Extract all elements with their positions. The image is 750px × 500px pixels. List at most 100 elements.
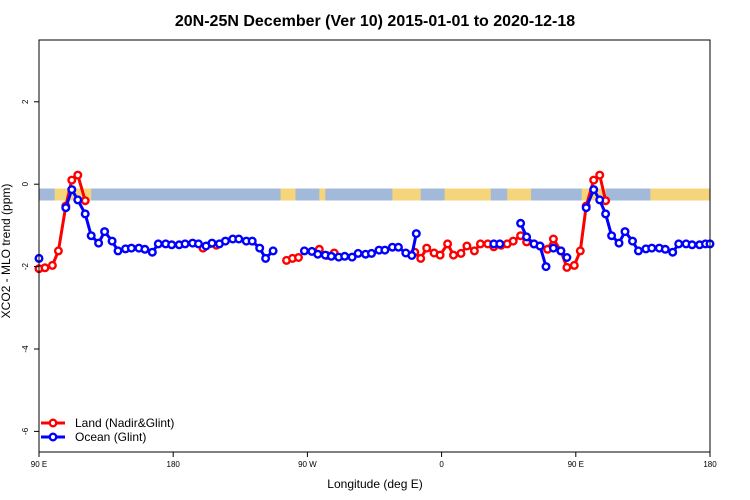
data-point (86, 231, 96, 241)
data-point (73, 170, 83, 180)
legend-label: Ocean (Glint) (75, 430, 146, 444)
data-point (380, 245, 390, 255)
land-band-segment (319, 188, 326, 201)
data-point (247, 236, 257, 246)
y-axis: -6 -4 -2 0 2 (21, 99, 39, 435)
data-point (67, 175, 77, 185)
data-point (443, 239, 453, 249)
data-point (674, 239, 684, 249)
data-point (180, 239, 190, 249)
data-point (261, 253, 271, 263)
x-axis: 90 E 180 90 W 0 90 E 180 (31, 452, 717, 469)
legend-swatch-marker (48, 418, 58, 428)
data-point (393, 242, 403, 252)
data-point (535, 241, 545, 251)
data-point (153, 239, 163, 249)
data-point (620, 227, 630, 237)
x-tick-label: 180 (703, 460, 717, 469)
data-point (614, 238, 624, 248)
data-point (569, 260, 579, 270)
data-point (422, 243, 432, 253)
data-point (193, 239, 203, 249)
data-point (147, 247, 157, 257)
data-point (80, 209, 90, 219)
data-point (113, 246, 123, 256)
data-point (449, 250, 459, 260)
y-axis-label: XCO2 - MLO trend (ppm) (0, 184, 13, 319)
legend-label: Land (Nadir&Glint) (75, 416, 174, 430)
data-point (541, 262, 551, 272)
plot-frame (38, 39, 711, 453)
data-point (595, 195, 605, 205)
data-point (581, 203, 591, 213)
x-tick-label: 90 E (31, 460, 47, 469)
data-point (255, 243, 265, 253)
x-tick-label: 0 (439, 460, 444, 469)
data-point (495, 239, 505, 249)
y-tick-label: -2 (21, 262, 30, 270)
data-point (589, 175, 599, 185)
data-point (562, 252, 572, 262)
data-point (47, 260, 57, 270)
data-point (668, 247, 678, 257)
data-point (61, 203, 71, 213)
data-point (589, 185, 599, 195)
x-tick-label: 180 (167, 460, 181, 469)
data-point (607, 231, 617, 241)
data-point (548, 243, 558, 253)
data-point (353, 248, 363, 258)
data-point (548, 234, 558, 244)
data-point (595, 170, 605, 180)
x-tick-label: 90 E (568, 460, 584, 469)
data-point (126, 243, 136, 253)
legend: Land (Nadir&Glint)Ocean (Glint) (41, 416, 174, 444)
series-layer (34, 170, 715, 274)
data-point (516, 218, 526, 228)
data-point (100, 227, 110, 237)
land-band-segment (650, 188, 710, 201)
data-point (456, 248, 466, 258)
land-band-segment (280, 188, 296, 201)
data-point (367, 248, 377, 258)
data-point (67, 185, 77, 195)
data-point (167, 240, 177, 250)
x-axis-label: Longitude (deg E) (327, 477, 422, 491)
data-point (628, 236, 638, 246)
data-point (556, 246, 566, 256)
data-point (660, 244, 670, 254)
data-point (53, 246, 63, 256)
data-point (80, 196, 90, 206)
data-point (140, 244, 150, 254)
legend-item: Ocean (Glint) (41, 430, 146, 444)
data-point (562, 262, 572, 272)
data-point (508, 236, 518, 246)
x-tick-label: 90 W (298, 460, 317, 469)
data-point (575, 246, 585, 256)
data-point (462, 241, 472, 251)
data-point (326, 251, 336, 261)
data-point (207, 238, 217, 248)
data-point (647, 243, 657, 253)
data-point (416, 253, 426, 263)
data-point (107, 236, 117, 246)
land-band-segment (392, 188, 421, 201)
data-point (94, 238, 104, 248)
data-point (220, 236, 230, 246)
data-point (347, 252, 357, 262)
data-point (687, 240, 697, 250)
data-point (475, 239, 485, 249)
legend-item: Land (Nadir&Glint) (41, 416, 174, 430)
land-mask-band (39, 188, 710, 201)
data-point (407, 250, 417, 260)
data-point (633, 246, 643, 256)
y-tick-label: -6 (21, 427, 30, 435)
land-band-segment (444, 188, 491, 201)
data-point (411, 229, 421, 239)
data-point (469, 246, 479, 256)
data-point (340, 251, 350, 261)
y-tick-label: 2 (21, 99, 30, 104)
chart-title: 20N-25N December (Ver 10) 2015-01-01 to … (175, 13, 575, 30)
data-point (268, 246, 278, 256)
land-band-segment (507, 188, 532, 201)
y-tick-label: -4 (21, 345, 30, 353)
